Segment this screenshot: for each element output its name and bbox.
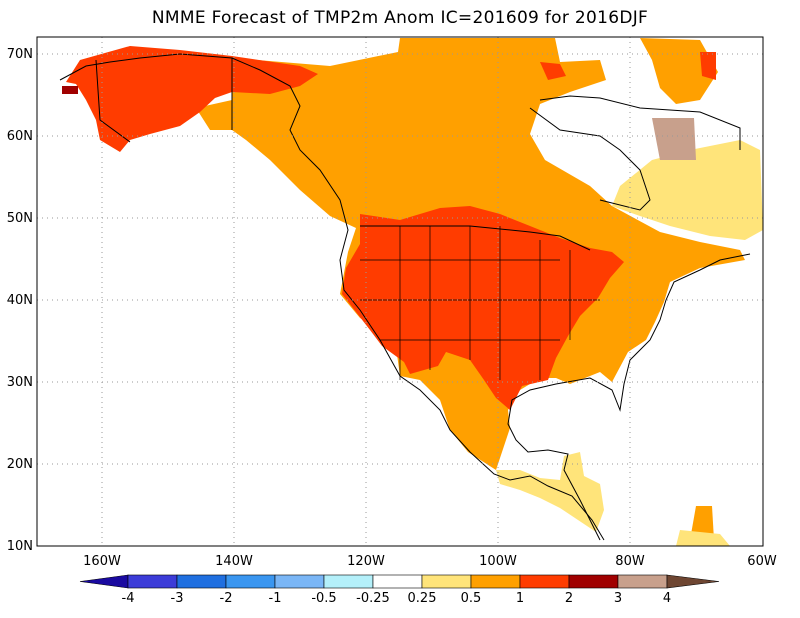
colorbar-swatch (568, 574, 619, 589)
colorbar-tick-label: 0.5 (461, 591, 482, 606)
colorbar-swatch (519, 574, 570, 589)
colorbar-tick-label: -0.25 (356, 591, 390, 606)
colorbar-tick-label: -3 (171, 591, 184, 606)
lon-label: 80W (615, 554, 645, 569)
colorbar-swatch (225, 574, 276, 589)
colorbar-swatch (323, 574, 374, 589)
coastlines (59, 53, 751, 541)
lon-label: 100W (479, 554, 517, 569)
colorbar-arrow-high (666, 574, 720, 589)
anomaly-region-1-2 (540, 62, 566, 80)
colorbar-swatch (617, 574, 668, 589)
lon-label: 60W (747, 554, 777, 569)
anomaly-field (62, 38, 763, 546)
colorbar-swatch (372, 574, 423, 589)
colorbar-tick-label: -2 (220, 591, 233, 606)
colorbar-swatch (470, 574, 521, 589)
colorbar-swatch (274, 574, 325, 589)
lat-label: 40N (7, 293, 33, 308)
colorbar-swatch (127, 574, 178, 589)
anomaly-region-1-2 (700, 52, 716, 80)
lat-label: 20N (7, 457, 33, 472)
colorbar-tick-label: 1 (516, 591, 524, 606)
anomaly-region-1-2 (66, 46, 318, 152)
lon-label: 120W (347, 554, 385, 569)
colorbar-tick-label: -1 (269, 591, 282, 606)
lat-label: 10N (7, 539, 33, 554)
anomaly-region-2-3 (62, 86, 78, 94)
anomaly-region-0-5-1 (690, 506, 714, 540)
anomaly-region-1-2 (342, 206, 624, 410)
anomaly-region-3-4 (652, 118, 696, 160)
lon-label: 140W (215, 554, 253, 569)
anomaly-region-0-25-0-5 (676, 530, 730, 546)
longitude-labels: 160W 140W 120W 100W 80W 60W (83, 554, 777, 569)
colorbar-tick-label: -0.5 (311, 591, 336, 606)
colorbar-swatch (176, 574, 227, 589)
anomaly-region-0-5-1 (640, 38, 718, 104)
lon-label: 160W (83, 554, 121, 569)
lat-label: 50N (7, 211, 33, 226)
colorbar-tick-label: -4 (122, 591, 135, 606)
lat-label: 70N (7, 47, 33, 62)
colorbar: -4 -3 -2 -1 -0.5 -0.25 0.25 0.5 1 2 3 4 (79, 574, 720, 606)
anomaly-region-0-25-0-5 (612, 140, 763, 240)
gridlines (37, 37, 763, 546)
map-title: NMME Forecast of TMP2m Anom IC=201609 fo… (151, 8, 649, 28)
latitude-labels: 70N 60N 50N 40N 30N 20N 10N (7, 47, 33, 554)
colorbar-tick-label: 4 (663, 591, 671, 606)
colorbar-tick-label: 0.25 (408, 591, 437, 606)
colorbar-swatch (421, 574, 472, 589)
colorbar-arrow-low (79, 574, 129, 589)
colorbar-tick-label: 2 (565, 591, 573, 606)
lat-label: 30N (7, 375, 33, 390)
anomaly-region-0-25-0-5 (496, 452, 604, 532)
lat-label: 60N (7, 129, 33, 144)
anomaly-region-0-5-1 (196, 100, 232, 130)
state-borders (360, 226, 600, 380)
colorbar-tick-label: 3 (614, 591, 622, 606)
map-frame (36, 36, 764, 547)
